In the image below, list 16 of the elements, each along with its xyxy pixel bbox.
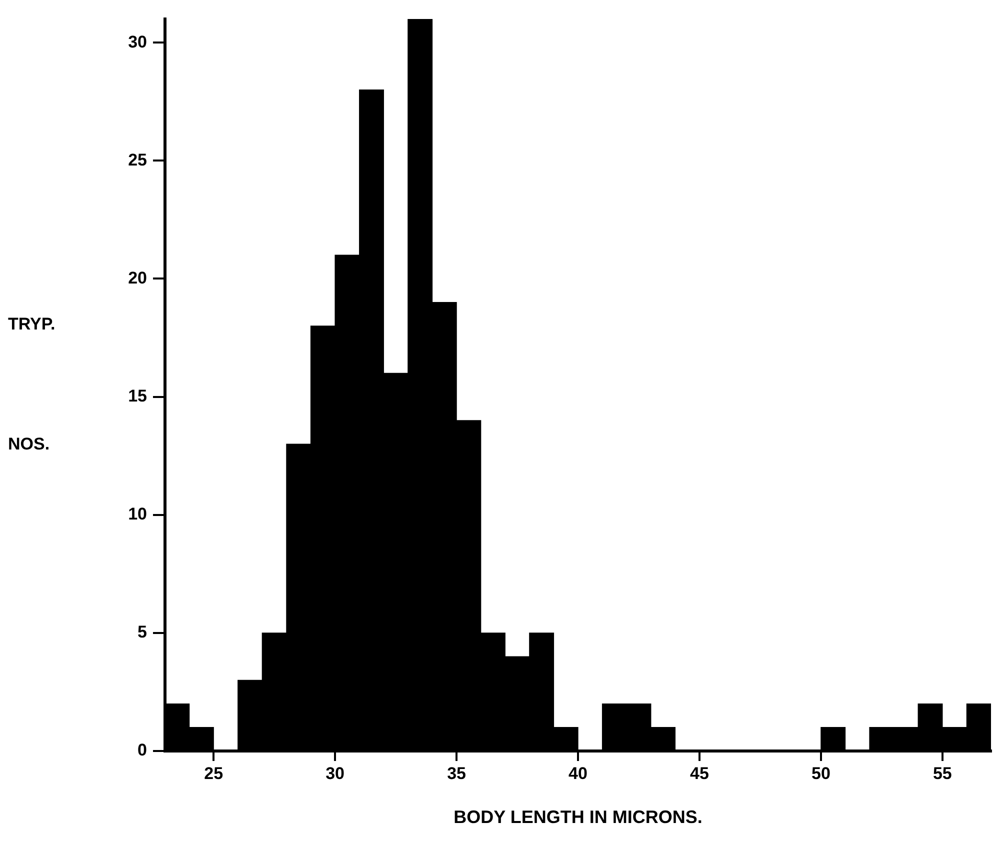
x-tick-label: 40: [568, 764, 588, 783]
y-tick-label: 15: [128, 386, 147, 406]
text: TRYP. NOS.: [8, 314, 56, 454]
y-tick-label: 20: [128, 268, 147, 288]
x-tick-label: 50: [811, 764, 830, 783]
y-tick-label: 10: [128, 504, 147, 524]
x-tick-label: 35: [447, 764, 466, 783]
y-tick-label: 30: [128, 32, 147, 52]
y-tick-label: 5: [138, 622, 147, 642]
x-tick-label: 55: [932, 764, 952, 783]
x-tick-label: 25: [204, 764, 224, 783]
y-tick-label: 25: [128, 150, 147, 170]
x-axis-title: BODY LENGTH IN MICRONS.: [454, 807, 702, 828]
y-tick-label: 0: [138, 740, 147, 760]
x-tick-label: 45: [690, 764, 709, 783]
x-tick-label: 30: [326, 764, 345, 783]
